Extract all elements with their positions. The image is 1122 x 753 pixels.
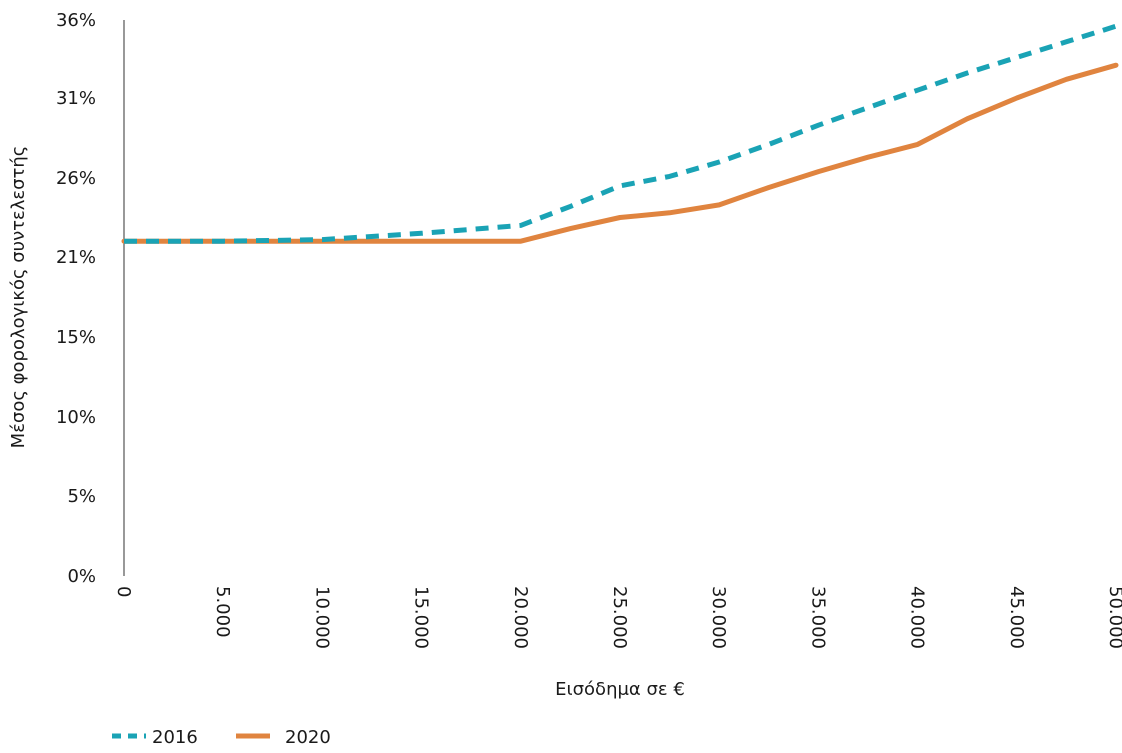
x-tick-label: 40.000	[907, 586, 928, 649]
y-tick-label: 10%	[56, 407, 96, 428]
y-tick-label: 26%	[56, 168, 96, 189]
x-axis-title: Εισόδημα σε €	[555, 679, 685, 700]
legend: 2016 2020	[112, 727, 331, 748]
y-tick-label: 21%	[56, 247, 96, 268]
y-tick-label: 31%	[56, 88, 96, 109]
y-tick-label: 36%	[56, 10, 96, 31]
y-axis-title: Μέσος φορολογικός συντελεστής	[8, 146, 29, 449]
y-tick-label: 15%	[56, 327, 96, 348]
legend-label-2016: 2016	[152, 727, 198, 748]
x-tick-label: 5.000	[212, 586, 233, 638]
y-tick-label: 5%	[67, 486, 96, 507]
x-tick-label: 15.000	[411, 586, 432, 649]
x-tick-label: 25.000	[609, 586, 630, 649]
x-tick-label: 0	[113, 586, 134, 597]
x-tick-label: 35.000	[807, 586, 828, 649]
series-line-2016	[124, 23, 1117, 244]
tick-labels: 0% 5% 10% 15% 21% 26% 31% 36% 0 5.000 10.000 15.000…	[56, 10, 1122, 649]
x-tick-label: 20.000	[510, 586, 531, 649]
series-group	[121, 23, 1119, 244]
legend-label-2020: 2020	[285, 727, 331, 748]
legend-item-2016: 2016	[112, 727, 198, 748]
legend-item-2020: 2020	[236, 727, 331, 748]
x-tick-label: 10.000	[311, 586, 332, 649]
x-tick-label: 50.000	[1105, 586, 1122, 649]
y-tick-label: 0%	[67, 566, 96, 587]
x-tick-label: 30.000	[708, 586, 729, 649]
series-line-2020	[121, 62, 1119, 244]
x-tick-label: 45.000	[1006, 586, 1027, 649]
